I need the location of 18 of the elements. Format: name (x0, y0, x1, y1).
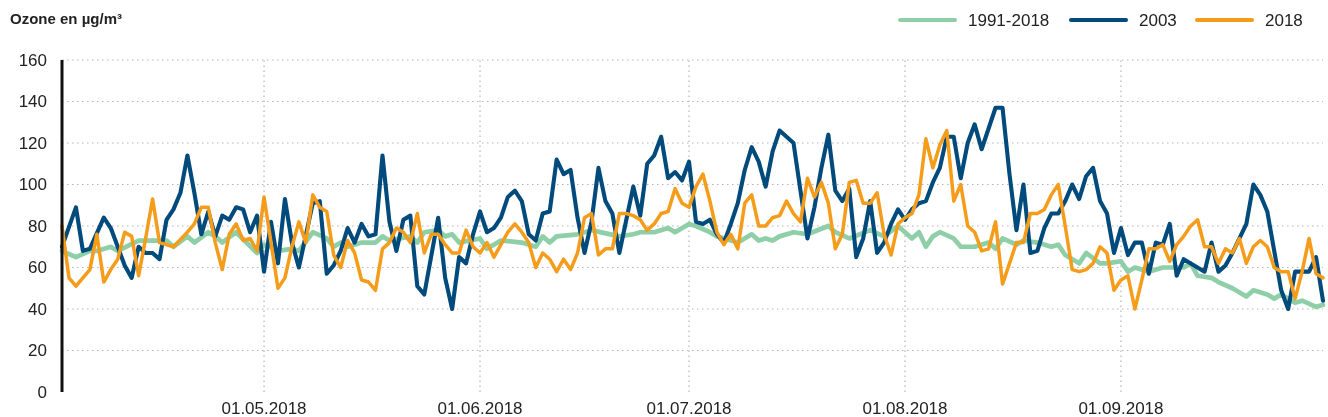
y-tick-label: 120 (18, 133, 47, 153)
y-tick-label: 140 (18, 92, 47, 112)
y-tick-label: 40 (28, 299, 47, 319)
x-tick-label: 01.07.2018 (646, 399, 732, 417)
y-tick-label: 20 (28, 341, 47, 361)
legend-label: 2018 (1265, 10, 1303, 30)
x-tick-label: 01.09.2018 (1078, 399, 1164, 417)
legend-label: 1991-2018 (968, 10, 1050, 30)
y-axis-title: Ozone en µg/m³ (10, 10, 122, 27)
y-tick-label: 100 (18, 175, 47, 195)
y-tick-label: 80 (28, 216, 47, 236)
y-tick-label: 0 (37, 382, 47, 402)
y-tick-label: 160 (18, 50, 47, 70)
x-tick-label: 01.05.2018 (221, 399, 307, 417)
legend-label: 2003 (1139, 10, 1177, 30)
y-tick-label: 60 (28, 258, 47, 278)
x-tick-label: 01.06.2018 (437, 399, 523, 417)
x-tick-label: 01.08.2018 (862, 399, 948, 417)
